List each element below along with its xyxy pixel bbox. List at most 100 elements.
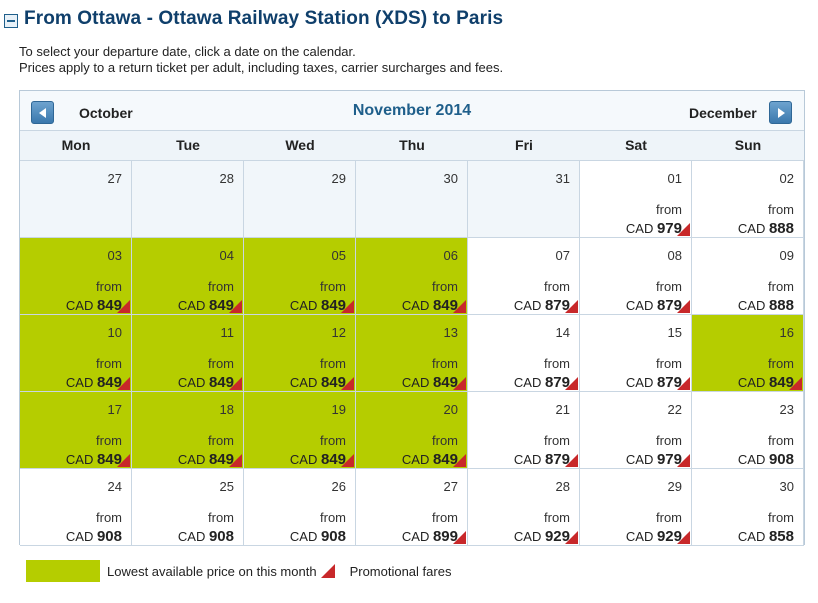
calendar-day[interactable]: 26 from CAD 908 [244, 469, 356, 546]
fare-price: CAD 908 [290, 528, 346, 545]
calendar-day[interactable]: 04 from CAD 849 [132, 238, 244, 315]
weekday-label: Wed [285, 137, 315, 153]
day-number: 16 [779, 325, 794, 340]
day-number: 14 [555, 325, 570, 340]
calendar-day[interactable]: 03 from CAD 849 [20, 238, 132, 315]
fare-price: CAD 849 [402, 374, 458, 391]
day-number: 20 [443, 402, 458, 417]
currency-code: CAD [401, 375, 430, 390]
day-number: 27 [107, 171, 122, 186]
price-amount: 849 [320, 297, 346, 314]
day-number: 24 [107, 479, 122, 494]
promo-flag-icon [677, 377, 690, 390]
currency-code: CAD [401, 298, 430, 313]
calendar-day[interactable]: 12 from CAD 849 [244, 315, 356, 392]
promo-flag-icon [677, 454, 690, 467]
calendar-day[interactable]: 27 from CAD 899 [356, 469, 468, 546]
legend: Lowest available price on this month Pro… [26, 560, 451, 582]
from-label: from [432, 356, 458, 371]
promo-flag-icon [453, 454, 466, 467]
fare-price: CAD 849 [66, 374, 122, 391]
from-label: from [320, 356, 346, 371]
calendar-day[interactable]: 24 from CAD 908 [20, 469, 132, 546]
price-amount: 979 [656, 451, 682, 468]
promo-flag-icon [453, 531, 466, 544]
calendar-day[interactable]: 01 from CAD 979 [580, 161, 692, 238]
calendar-day[interactable]: 02 from CAD 888 [692, 161, 804, 238]
weekday-label: Sat [625, 137, 647, 153]
fare-price: CAD 849 [402, 297, 458, 314]
price-amount: 849 [96, 374, 122, 391]
intro-line-1: To select your departure date, click a d… [19, 44, 356, 59]
fare-price: CAD 849 [66, 297, 122, 314]
calendar-day[interactable]: 08 from CAD 879 [580, 238, 692, 315]
calendar-day[interactable]: 20 from CAD 849 [356, 392, 468, 469]
calendar-day[interactable]: 17 from CAD 849 [20, 392, 132, 469]
day-number: 25 [219, 479, 234, 494]
price-amount: 879 [544, 451, 570, 468]
promo-flag-icon [565, 300, 578, 313]
fare-price: CAD 979 [626, 220, 682, 237]
next-month-link[interactable]: December [689, 105, 757, 121]
currency-code: CAD [177, 375, 206, 390]
price-amount: 879 [544, 297, 570, 314]
calendar-day[interactable]: 16 from CAD 849 [692, 315, 804, 392]
day-number: 05 [331, 248, 346, 263]
currency-code: CAD [289, 452, 318, 467]
price-amount: 908 [96, 528, 122, 545]
calendar-day[interactable]: 05 from CAD 849 [244, 238, 356, 315]
calendar-day[interactable]: 19 from CAD 849 [244, 392, 356, 469]
intro-text: To select your departure date, click a d… [19, 44, 503, 76]
promo-flag-icon [677, 223, 690, 236]
currency-code: CAD [289, 298, 318, 313]
calendar-day[interactable]: 13 from CAD 849 [356, 315, 468, 392]
price-amount: 849 [320, 374, 346, 391]
currency-code: CAD [401, 529, 430, 544]
calendar-day[interactable]: 23 from CAD 908 [692, 392, 804, 469]
weekday-label: Thu [399, 137, 425, 153]
promo-flag-icon [117, 377, 130, 390]
calendar-day[interactable]: 07 from CAD 879 [468, 238, 580, 315]
fare-price: CAD 858 [738, 528, 794, 545]
currency-code: CAD [513, 452, 542, 467]
calendar-day[interactable]: 18 from CAD 849 [132, 392, 244, 469]
calendar-day[interactable]: 06 from CAD 849 [356, 238, 468, 315]
calendar-day[interactable]: 11 from CAD 849 [132, 315, 244, 392]
day-number: 29 [667, 479, 682, 494]
calendar-day[interactable]: 25 from CAD 908 [132, 469, 244, 546]
from-label: from [208, 433, 234, 448]
currency-code: CAD [513, 375, 542, 390]
fare-price: CAD 849 [290, 297, 346, 314]
calendar-day[interactable]: 21 from CAD 879 [468, 392, 580, 469]
from-label: from [208, 279, 234, 294]
from-label: from [432, 510, 458, 525]
calendar-day[interactable]: 10 from CAD 849 [20, 315, 132, 392]
currency-code: CAD [737, 375, 766, 390]
promo-flag-icon [565, 531, 578, 544]
prev-month-link[interactable]: October [79, 105, 133, 121]
calendar-day[interactable]: 28 from CAD 929 [468, 469, 580, 546]
price-amount: 849 [96, 297, 122, 314]
fare-price: CAD 849 [66, 451, 122, 468]
calendar-day[interactable]: 22 from CAD 979 [580, 392, 692, 469]
calendar-day[interactable]: 29 from CAD 929 [580, 469, 692, 546]
calendar-day[interactable]: 14 from CAD 879 [468, 315, 580, 392]
price-amount: 879 [656, 297, 682, 314]
fare-price: CAD 908 [178, 528, 234, 545]
price-amount: 849 [208, 451, 234, 468]
fare-price: CAD 849 [178, 374, 234, 391]
currency-code: CAD [289, 529, 318, 544]
currency-code: CAD [625, 529, 654, 544]
day-number: 10 [107, 325, 122, 340]
fare-price: CAD 879 [626, 374, 682, 391]
calendar-day[interactable]: 15 from CAD 879 [580, 315, 692, 392]
fare-price: CAD 908 [66, 528, 122, 545]
prev-month-button[interactable] [31, 101, 54, 124]
from-label: from [208, 356, 234, 371]
calendar-day[interactable]: 09 from CAD 888 [692, 238, 804, 315]
minus-icon[interactable] [4, 14, 18, 28]
day-number: 15 [667, 325, 682, 340]
currency-code: CAD [625, 221, 654, 236]
calendar-day[interactable]: 30 from CAD 858 [692, 469, 804, 546]
next-month-button[interactable] [769, 101, 792, 124]
